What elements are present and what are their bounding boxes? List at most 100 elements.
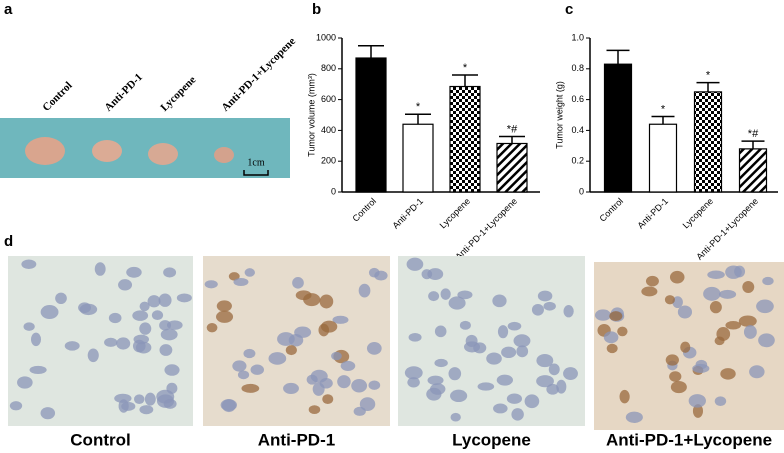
cell bbox=[319, 294, 334, 309]
cell bbox=[677, 305, 693, 319]
cell bbox=[294, 326, 312, 338]
cell bbox=[434, 325, 447, 338]
x-tick-label: Lycopene bbox=[681, 196, 715, 230]
annotation: * bbox=[706, 70, 711, 82]
cell bbox=[641, 286, 658, 297]
panel-label: c bbox=[565, 1, 573, 18]
cell bbox=[40, 305, 59, 319]
cell bbox=[206, 322, 218, 333]
cell bbox=[40, 407, 56, 420]
cell bbox=[603, 331, 619, 344]
cell bbox=[665, 354, 679, 366]
cell bbox=[507, 321, 522, 331]
bar bbox=[693, 91, 723, 193]
cell bbox=[450, 389, 468, 403]
cell bbox=[359, 397, 376, 412]
cell bbox=[268, 352, 287, 365]
cell bbox=[156, 389, 175, 404]
cell bbox=[742, 280, 755, 293]
cell bbox=[645, 275, 659, 287]
cell bbox=[617, 326, 628, 337]
cell bbox=[619, 389, 630, 404]
cell bbox=[108, 312, 122, 324]
cell bbox=[493, 403, 508, 414]
cell bbox=[758, 333, 775, 348]
cell bbox=[749, 365, 765, 379]
cell bbox=[497, 325, 509, 339]
cell bbox=[404, 366, 423, 380]
cell bbox=[448, 367, 462, 381]
cell bbox=[513, 334, 531, 348]
cell bbox=[285, 345, 297, 356]
cell bbox=[139, 301, 150, 312]
tumor bbox=[148, 143, 178, 165]
cell bbox=[501, 346, 517, 359]
x-tick-label: Anti-PD-1 bbox=[390, 196, 425, 231]
bar bbox=[603, 63, 633, 193]
cell bbox=[756, 299, 774, 314]
x-tick-label: Control bbox=[351, 196, 379, 224]
cell bbox=[21, 259, 37, 269]
cell bbox=[486, 352, 502, 365]
cell bbox=[406, 257, 424, 271]
cell bbox=[692, 363, 710, 374]
cell bbox=[176, 293, 192, 303]
cell bbox=[139, 405, 154, 415]
cell bbox=[332, 315, 349, 324]
cell bbox=[506, 393, 522, 404]
scale-bar bbox=[243, 170, 269, 176]
cell bbox=[221, 399, 236, 413]
cell bbox=[216, 310, 234, 323]
cell bbox=[250, 364, 265, 375]
x-tick-label: Anti-PD-1 bbox=[635, 196, 670, 231]
cell bbox=[133, 334, 150, 345]
cell bbox=[738, 315, 757, 327]
cell bbox=[680, 341, 691, 353]
cell bbox=[164, 364, 180, 376]
cell bbox=[237, 370, 250, 380]
cell bbox=[87, 348, 99, 363]
cell bbox=[30, 332, 42, 347]
cell bbox=[762, 276, 774, 286]
cell bbox=[166, 320, 183, 330]
group-label: Control bbox=[40, 80, 74, 114]
cell bbox=[147, 295, 161, 308]
x-tick-label: Control bbox=[598, 196, 626, 224]
cell bbox=[703, 286, 721, 301]
scale-bar-label: 1cm bbox=[247, 157, 264, 168]
cell bbox=[78, 302, 92, 313]
cell bbox=[160, 328, 178, 341]
cell bbox=[163, 267, 177, 278]
cell bbox=[118, 279, 133, 291]
cell bbox=[606, 343, 618, 354]
cell bbox=[669, 371, 682, 382]
cell bbox=[516, 345, 529, 358]
cell bbox=[594, 309, 612, 321]
panel-label: d bbox=[4, 233, 13, 250]
cell bbox=[243, 348, 256, 359]
cell bbox=[448, 296, 466, 310]
annotation: * bbox=[661, 103, 666, 115]
cell bbox=[714, 396, 727, 406]
group-label: Control bbox=[70, 430, 130, 449]
cell bbox=[719, 289, 737, 299]
cell bbox=[546, 383, 559, 395]
cell bbox=[306, 374, 318, 385]
cell bbox=[303, 293, 321, 307]
cell bbox=[55, 292, 67, 305]
y-tick-label: 0 bbox=[579, 186, 584, 196]
cell bbox=[548, 363, 560, 376]
cell bbox=[159, 344, 173, 356]
cell bbox=[368, 267, 380, 278]
cell bbox=[511, 408, 524, 421]
cell bbox=[23, 322, 35, 331]
cell bbox=[524, 394, 540, 409]
annotation: * bbox=[463, 62, 468, 74]
cell bbox=[216, 300, 232, 312]
cell bbox=[434, 358, 448, 368]
x-tick-label: Lycopene bbox=[438, 196, 472, 230]
annotation: *# bbox=[748, 128, 759, 140]
cell bbox=[457, 290, 473, 300]
group-label: Lycopene bbox=[158, 74, 198, 114]
cell bbox=[743, 325, 757, 339]
